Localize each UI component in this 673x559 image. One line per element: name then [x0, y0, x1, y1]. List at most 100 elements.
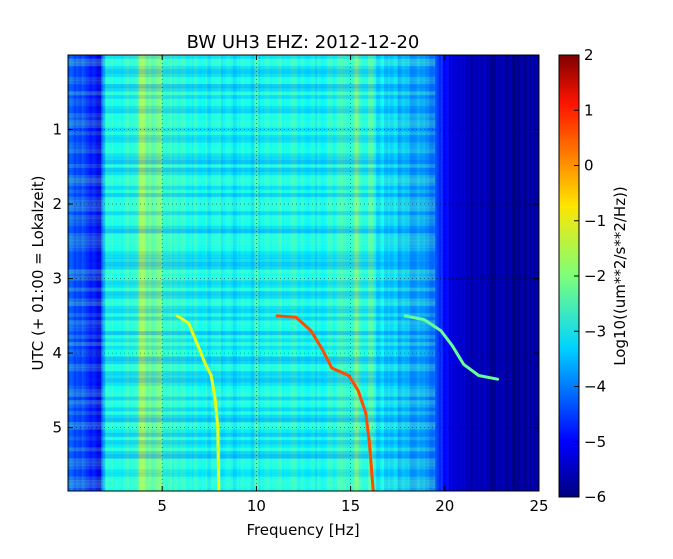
heatmap-column [130, 55, 134, 491]
heatmap-column [350, 55, 354, 491]
heatmap-column [107, 55, 110, 491]
heatmap-column [383, 55, 387, 491]
heatmap-column [505, 55, 509, 491]
heatmap-column [240, 55, 244, 491]
y-axis: 1 2 3 4 5 [52, 121, 539, 437]
heatmap-column [354, 55, 358, 491]
y-tick-label: 2 [52, 195, 62, 213]
heatmap-column [399, 55, 403, 491]
heatmap-column [319, 55, 322, 491]
heatmap-row-band [68, 196, 436, 201]
heatmap-column [173, 55, 177, 491]
heatmap-row-band [68, 287, 436, 292]
heatmap-column [154, 55, 157, 491]
heatmap-row-band [68, 429, 436, 434]
plot-area [68, 55, 539, 491]
heatmap-column [356, 55, 360, 491]
heatmap-row-band [68, 109, 436, 114]
heatmap-column [519, 55, 522, 491]
heatmap-row-band [68, 200, 436, 205]
heatmap-column [252, 55, 256, 491]
heatmap-column [321, 55, 324, 491]
heatmap-column [360, 55, 363, 491]
heatmap-column [236, 55, 240, 491]
heatmap-row-band [68, 363, 436, 368]
heatmap-row-band [68, 87, 436, 92]
heatmap-column [134, 55, 138, 491]
heatmap-column [164, 55, 167, 491]
heatmap-row-band [68, 407, 436, 412]
heatmap-column [146, 55, 150, 491]
heatmap-column [277, 55, 281, 491]
heatmap-column [436, 55, 440, 491]
heatmap-column [228, 55, 232, 491]
heatmap-column [382, 55, 385, 491]
heatmap-column [495, 55, 499, 491]
heatmap-column [466, 55, 469, 491]
chirp-curve [403, 314, 500, 381]
heatmap-row-band [68, 469, 436, 474]
heatmap-column [401, 55, 405, 491]
heatmap-column [409, 55, 413, 491]
heatmap-column [193, 55, 197, 491]
heatmap-column [117, 55, 120, 491]
heatmap-row-band [68, 371, 436, 376]
heatmap-row-band [68, 374, 436, 379]
heatmap-column [297, 55, 301, 491]
heatmap-row-band [68, 102, 436, 107]
heatmap-column [215, 55, 218, 491]
x-tick-label: 5 [157, 497, 167, 515]
colorbar-tick-label: −3 [584, 322, 606, 340]
heatmap-column [268, 55, 271, 491]
heatmap-row-band [68, 182, 436, 187]
heatmap-column [405, 55, 409, 491]
heatmap-column [497, 55, 501, 491]
heatmap-row-band [68, 171, 436, 176]
heatmap-column [387, 55, 391, 491]
heatmap-column [535, 55, 538, 491]
heatmap-row-band [68, 443, 436, 448]
heatmap-column [225, 55, 228, 491]
heatmap-row-band [68, 312, 436, 317]
heatmap-row-band [68, 62, 436, 67]
heatmap-column [285, 55, 289, 491]
heatmap-column [380, 55, 383, 491]
heatmap-column [266, 55, 269, 491]
heatmap-column [332, 55, 336, 491]
heatmap-column [87, 55, 91, 491]
chirp-series [175, 314, 500, 491]
heatmap-column [250, 55, 254, 491]
heatmap-row-band [68, 69, 436, 74]
heatmap-column [427, 55, 430, 491]
heatmap-row-band [68, 385, 436, 390]
heatmap-row-band [68, 91, 436, 96]
heatmap-row-noise [68, 55, 436, 491]
heatmap-column [142, 55, 146, 491]
heatmap-column [385, 55, 389, 491]
heatmap-column [442, 55, 446, 491]
heatmap-row-band [68, 258, 436, 263]
heatmap-row-band [68, 116, 436, 121]
heatmap-column [301, 55, 305, 491]
heatmap-row-band [68, 472, 436, 477]
heatmap-column [183, 55, 187, 491]
heatmap-column [232, 55, 236, 491]
heatmap-column [309, 55, 312, 491]
heatmap-row-band [68, 367, 436, 372]
heatmap-column [219, 55, 222, 491]
heatmap-column [317, 55, 320, 491]
x-tick-label: 25 [529, 497, 548, 515]
heatmap-column [138, 55, 142, 491]
heatmap-column [482, 55, 485, 491]
heatmap-row-band [68, 80, 436, 85]
colorbar-tick-label: −6 [584, 488, 606, 506]
heatmap-column [311, 55, 314, 491]
heatmap-column [476, 55, 479, 491]
heatmap-column [226, 55, 230, 491]
heatmap-column [440, 55, 444, 491]
heatmap-column [370, 55, 373, 491]
heatmap-row-band [68, 276, 436, 281]
heatmap-column [170, 55, 173, 491]
heatmap-row-band [68, 153, 436, 158]
